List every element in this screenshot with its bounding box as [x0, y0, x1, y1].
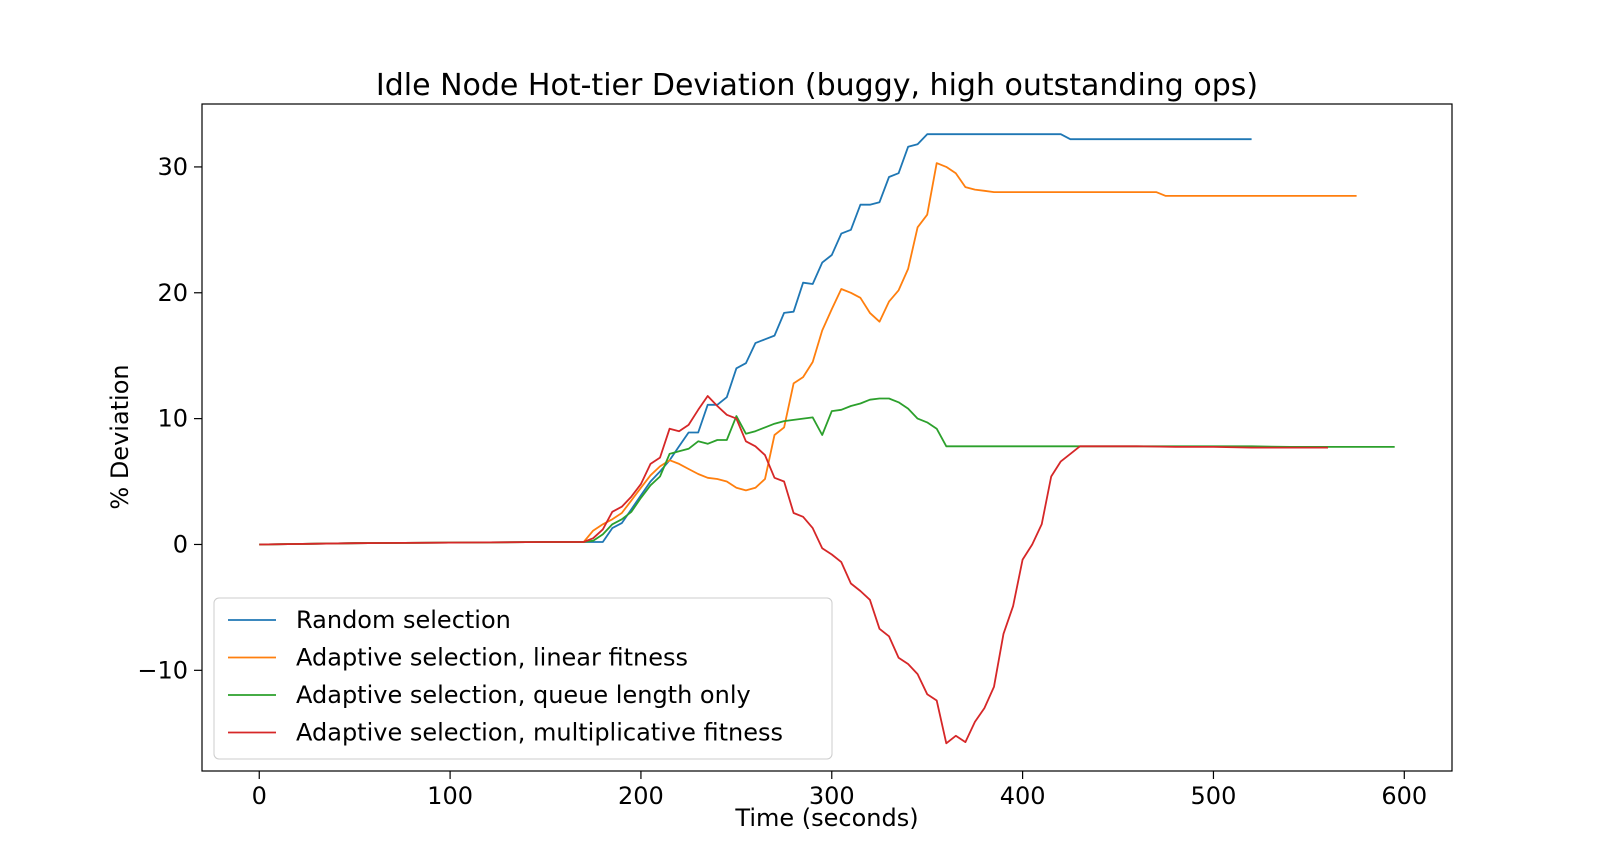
- series-layer: [259, 133, 1395, 745]
- y-tick-label: 20: [157, 279, 188, 307]
- legend-label-1: Random selection: [296, 606, 511, 634]
- series-line-1: [259, 133, 1252, 546]
- legend-box: [213, 597, 833, 760]
- series-line-2: [259, 162, 1357, 546]
- y-tick-label: −10: [137, 656, 188, 684]
- x-tick-label: 200: [618, 782, 664, 810]
- x-tick-label: 500: [1191, 782, 1237, 810]
- x-tick-label: 0: [252, 782, 267, 810]
- y-tick-label: 10: [157, 405, 188, 433]
- chart-title: Idle Node Hot-tier Deviation (buggy, hig…: [376, 68, 1258, 103]
- x-tick-label: 100: [427, 782, 473, 810]
- y-tick-label: 0: [173, 530, 188, 558]
- y-axis: −10 0 10 20 30: [137, 153, 202, 684]
- x-tick-label: 300: [809, 782, 855, 810]
- series-line-4: [259, 395, 1328, 745]
- y-tick-label: 30: [157, 153, 188, 181]
- x-tick-label: 600: [1381, 782, 1427, 810]
- plot-frame: [201, 103, 1453, 772]
- x-tick-label: 400: [1000, 782, 1046, 810]
- legend: Random selection Adaptive selection, line…: [213, 597, 833, 760]
- legend-label-4: Adaptive selection, multiplicative fitne…: [296, 719, 783, 747]
- x-axis-title: Time (seconds): [734, 804, 918, 832]
- x-axis: 0 100 200 300 400 500 600: [252, 771, 1427, 810]
- legend-label-3: Adaptive selection, queue length only: [296, 681, 751, 709]
- legend-label-2: Adaptive selection, linear fitness: [296, 644, 688, 672]
- y-axis-title: % Deviation: [106, 364, 134, 509]
- series-line-3: [259, 397, 1395, 546]
